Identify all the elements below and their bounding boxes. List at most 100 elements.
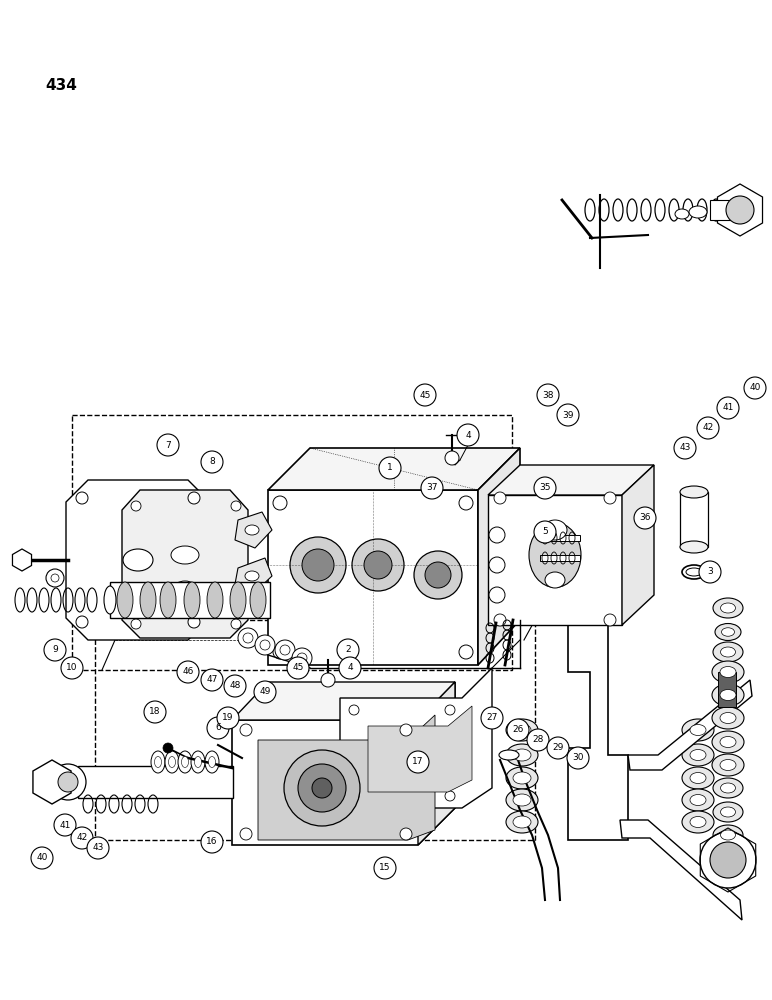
Ellipse shape	[720, 760, 736, 770]
Circle shape	[273, 645, 287, 659]
Circle shape	[349, 705, 359, 715]
Bar	[110, 582, 270, 618]
Text: 30: 30	[572, 754, 584, 762]
Circle shape	[349, 791, 359, 801]
Ellipse shape	[713, 802, 743, 822]
Circle shape	[717, 397, 739, 419]
Ellipse shape	[191, 751, 205, 773]
Circle shape	[481, 707, 503, 729]
Circle shape	[273, 496, 287, 510]
Ellipse shape	[682, 811, 714, 833]
Ellipse shape	[499, 750, 519, 760]
Circle shape	[44, 639, 66, 661]
Ellipse shape	[720, 666, 736, 678]
Polygon shape	[66, 480, 210, 640]
Text: 45: 45	[419, 390, 431, 399]
Circle shape	[534, 521, 556, 543]
Ellipse shape	[230, 582, 246, 618]
Circle shape	[567, 747, 589, 769]
Text: 40: 40	[750, 383, 760, 392]
Circle shape	[710, 842, 746, 878]
Circle shape	[421, 477, 443, 499]
Text: 47: 47	[206, 676, 218, 684]
Ellipse shape	[123, 549, 153, 571]
Bar	[540, 535, 580, 541]
Ellipse shape	[720, 712, 736, 724]
Ellipse shape	[513, 749, 531, 761]
Circle shape	[163, 743, 173, 753]
Circle shape	[284, 750, 360, 826]
Circle shape	[407, 751, 429, 773]
Polygon shape	[122, 490, 248, 638]
Ellipse shape	[680, 486, 708, 498]
Ellipse shape	[682, 744, 714, 766]
Circle shape	[76, 616, 88, 628]
Text: 19: 19	[222, 714, 234, 722]
Circle shape	[292, 648, 312, 668]
Bar	[95, 620, 535, 840]
Ellipse shape	[154, 756, 161, 768]
Text: 16: 16	[206, 838, 218, 846]
Circle shape	[50, 764, 86, 800]
Text: 28: 28	[533, 736, 543, 744]
Circle shape	[144, 701, 166, 723]
Circle shape	[157, 434, 179, 456]
Circle shape	[634, 507, 656, 529]
Polygon shape	[340, 668, 492, 808]
Ellipse shape	[690, 750, 706, 760]
Ellipse shape	[720, 830, 736, 840]
Text: 39: 39	[562, 410, 574, 420]
Ellipse shape	[174, 581, 196, 595]
Ellipse shape	[712, 707, 744, 729]
Circle shape	[188, 616, 200, 628]
Ellipse shape	[720, 736, 736, 748]
Ellipse shape	[171, 546, 199, 564]
Text: 46: 46	[182, 668, 194, 676]
Circle shape	[507, 719, 529, 741]
Ellipse shape	[712, 684, 744, 706]
Ellipse shape	[506, 789, 538, 811]
Circle shape	[177, 661, 199, 683]
Text: 7: 7	[165, 440, 171, 450]
Polygon shape	[232, 682, 455, 720]
Ellipse shape	[722, 628, 734, 636]
Circle shape	[298, 764, 346, 812]
Ellipse shape	[713, 598, 743, 618]
Circle shape	[489, 527, 505, 543]
Text: 4: 4	[347, 664, 353, 672]
Ellipse shape	[513, 816, 531, 828]
Ellipse shape	[682, 789, 714, 811]
Ellipse shape	[720, 603, 736, 613]
Bar	[72, 415, 512, 670]
Polygon shape	[418, 682, 455, 845]
Circle shape	[275, 640, 295, 660]
Ellipse shape	[529, 522, 581, 587]
Polygon shape	[258, 715, 435, 840]
Polygon shape	[620, 820, 742, 920]
Ellipse shape	[720, 783, 736, 793]
Circle shape	[379, 457, 401, 479]
Circle shape	[71, 827, 93, 849]
Text: 9: 9	[52, 646, 58, 654]
Ellipse shape	[713, 642, 743, 662]
Circle shape	[131, 501, 141, 511]
Circle shape	[240, 828, 252, 840]
Circle shape	[364, 551, 392, 579]
Bar	[680, 492, 708, 547]
Ellipse shape	[104, 586, 116, 614]
Circle shape	[459, 496, 473, 510]
Circle shape	[537, 384, 559, 406]
Ellipse shape	[506, 767, 538, 789]
Ellipse shape	[205, 751, 219, 773]
Ellipse shape	[689, 206, 707, 218]
Ellipse shape	[713, 825, 743, 845]
Circle shape	[557, 404, 579, 426]
Polygon shape	[488, 495, 622, 625]
Circle shape	[700, 832, 756, 888]
Ellipse shape	[207, 582, 223, 618]
Circle shape	[489, 557, 505, 573]
Circle shape	[726, 196, 754, 224]
Polygon shape	[12, 549, 32, 571]
Text: 2: 2	[345, 646, 350, 654]
Text: 48: 48	[229, 682, 241, 690]
